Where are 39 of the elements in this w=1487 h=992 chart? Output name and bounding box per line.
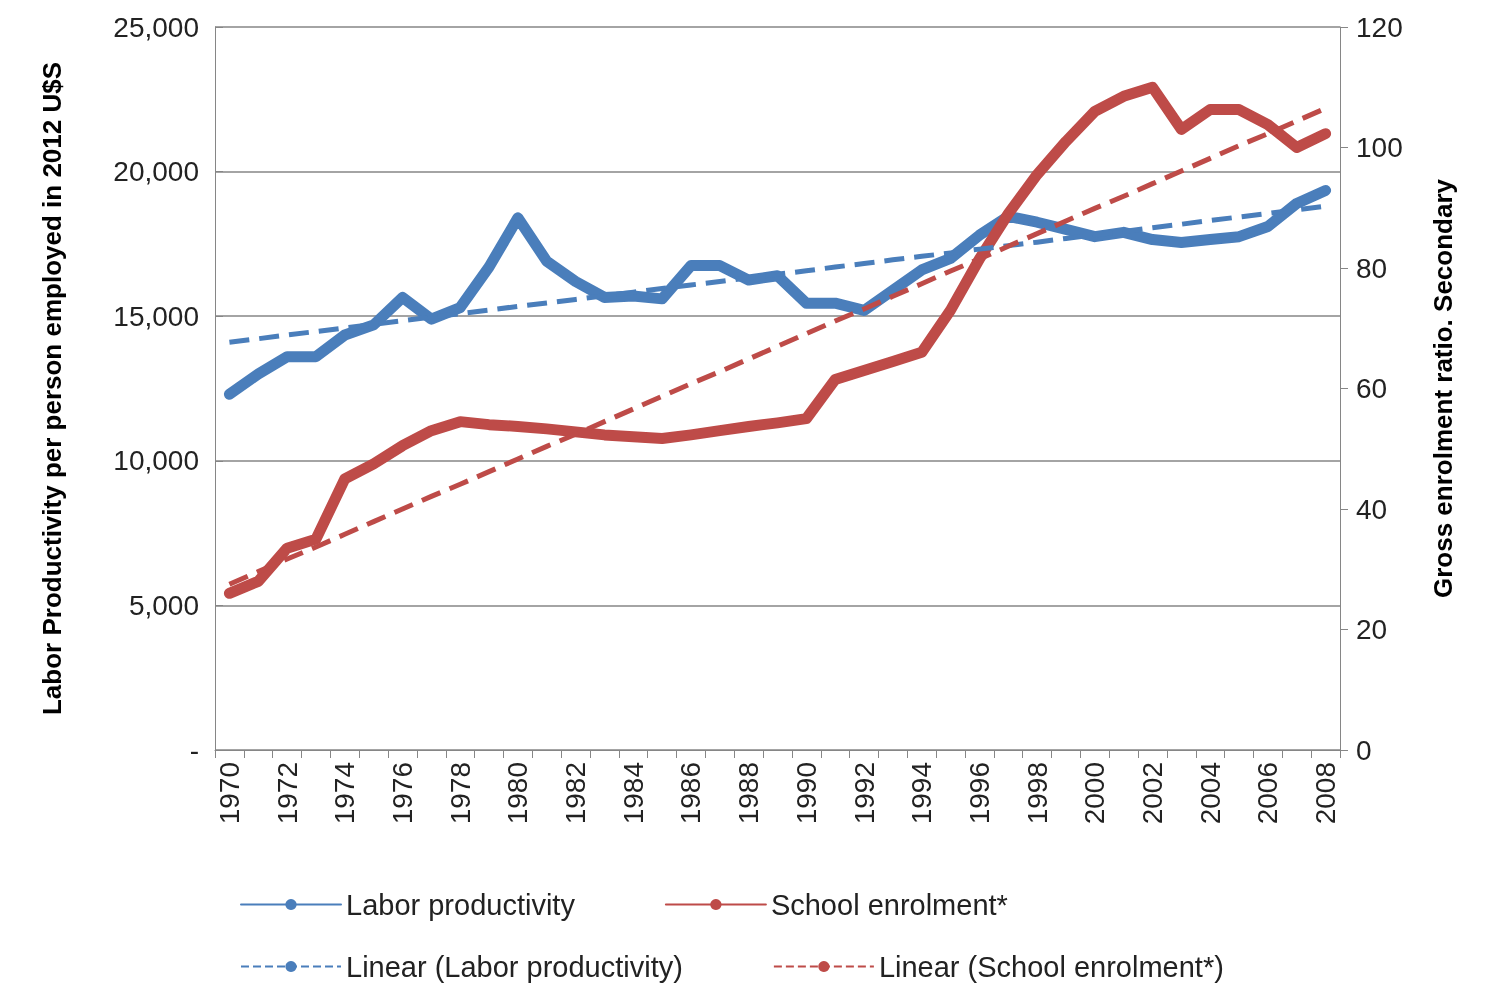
y-tick-label: 10,000 — [113, 445, 199, 477]
x-tick-label: 2008 — [1310, 762, 1342, 825]
x-tick-label: 2002 — [1137, 762, 1168, 825]
x-tick-label: 1980 — [502, 762, 534, 825]
y2-tick-label: 60 — [1356, 373, 1388, 404]
x-tick-label: 1984 — [617, 762, 649, 825]
y-axis-title: Labor Productivity per person employed in 2012 U$S — [37, 61, 67, 716]
legend-label: Labor productivity — [346, 888, 576, 921]
y2-tick-label: 40 — [1356, 493, 1388, 525]
y-tick-label: 25,000 — [113, 11, 199, 43]
x-tick-label: 1994 — [906, 762, 938, 825]
y2-tick-label: 80 — [1356, 252, 1388, 284]
legend-label: School enrolment* — [770, 888, 1008, 921]
x-tick-label: 1986 — [675, 762, 707, 825]
x-tick-label: 1998 — [1021, 762, 1053, 825]
y2-axis-title: Gross enrolment ratio. Secondary — [1428, 178, 1458, 599]
x-tick-label: 1976 — [387, 762, 418, 825]
x-tick-label: 1978 — [444, 762, 476, 825]
x-tick-label: 1992 — [848, 762, 880, 825]
y2-tick-label: 20 — [1356, 614, 1388, 645]
legend-label: Linear (School enrolment*) — [878, 950, 1224, 983]
y-tick-label: 5,000 — [128, 589, 199, 621]
y-tick-label: - — [189, 734, 199, 766]
y2-tick-label: 100 — [1356, 132, 1403, 163]
x-tick-label: 1970 — [213, 762, 245, 825]
y2-tick-label: 120 — [1356, 11, 1403, 43]
x-tick-label: 1972 — [271, 762, 303, 825]
legend-label: Linear (Labor productivity) — [346, 950, 683, 983]
x-tick-label: 2000 — [1079, 762, 1111, 825]
y-tick-label: 15,000 — [113, 300, 199, 332]
y-tick-label: 20,000 — [113, 156, 199, 188]
x-tick-label: 1974 — [329, 762, 361, 825]
x-tick-label: 1982 — [560, 762, 592, 825]
x-tick-label: 1990 — [790, 762, 822, 825]
x-tick-label: 1996 — [963, 762, 995, 825]
x-tick-label: 1988 — [733, 762, 765, 825]
x-tick-label: 2006 — [1252, 762, 1284, 825]
y2-tick-label: 0 — [1356, 734, 1372, 766]
x-tick-label: 2004 — [1194, 762, 1226, 825]
